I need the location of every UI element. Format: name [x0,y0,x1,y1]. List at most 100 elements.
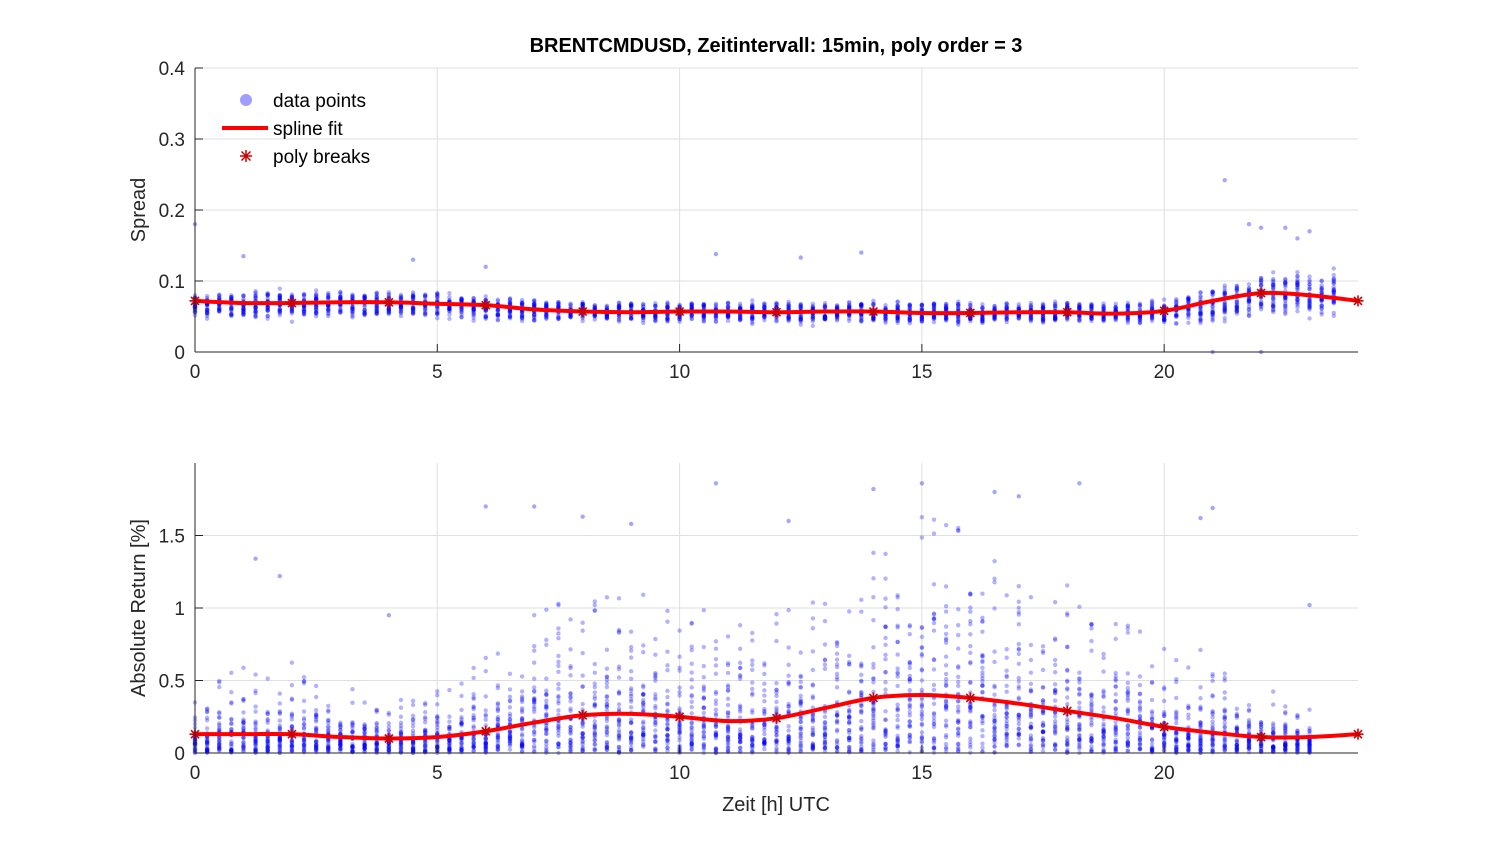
data-point [653,728,657,732]
data-point [423,293,427,297]
data-point [811,317,815,321]
data-point [241,726,245,730]
data-point [496,297,500,301]
data-point [253,289,257,293]
data-point [544,317,548,321]
data-point [774,706,778,710]
data-point [702,706,706,710]
data-point [811,324,815,328]
data-point [702,675,706,679]
data-point [241,736,245,740]
data-point [823,642,827,646]
data-point [895,739,899,743]
data-point [435,702,439,706]
data-point [350,744,354,748]
data-point [217,710,221,714]
data-point [508,718,512,722]
data-point [205,726,209,730]
data-point [326,709,330,713]
data-point [593,608,597,612]
data-point [556,602,560,606]
data-point [677,693,681,697]
data-point [738,740,742,744]
data-point [653,723,657,727]
data-point [726,661,730,665]
data-point [544,693,548,697]
data-point [532,690,536,694]
data-point [544,302,548,306]
poly-break-marker [1062,307,1073,318]
data-point [302,312,306,316]
x-tick-label: 10 [669,362,690,383]
data-point [641,734,645,738]
data-point [774,318,778,322]
data-point [968,605,972,609]
data-point [895,684,899,688]
data-point [387,728,391,732]
data-point [677,628,681,632]
data-point [859,609,863,613]
data-point [932,722,936,726]
data-point [520,710,524,714]
legend-label-poly-breaks: poly breaks [273,147,370,168]
data-point [471,724,475,728]
data-point [1053,306,1057,310]
data-point [459,708,463,712]
data-point [1319,290,1323,294]
data-point [835,685,839,689]
data-point [314,727,318,731]
data-point [205,739,209,743]
data-point [968,745,972,749]
data-point [1235,305,1239,309]
data-point [883,680,887,684]
data-point [665,738,669,742]
data-point [920,712,924,716]
data-point [811,726,815,730]
data-point [532,648,536,652]
data-point [835,652,839,656]
data-point [799,315,803,319]
data-point [968,661,972,665]
data-point [1186,295,1190,299]
data-point [908,624,912,628]
data-point [314,708,318,712]
data-point [726,683,730,687]
data-point [556,687,560,691]
data-point [556,315,560,319]
data-point [968,736,972,740]
data-point [241,666,245,670]
data-point [411,699,415,703]
data-point [278,742,282,746]
data-point [205,718,209,722]
data-point [290,660,294,664]
data-point [1259,305,1263,309]
data-point [362,310,366,314]
data-point [326,295,330,299]
data-point [883,718,887,722]
data-point [1198,321,1202,325]
data-point [1210,318,1214,322]
data-point [944,704,948,708]
data-point [544,676,548,680]
data-point [702,735,706,739]
data-point [459,746,463,750]
data-point [520,689,524,693]
data-point [302,699,306,703]
data-point [835,742,839,746]
data-point [871,595,875,599]
data-point [1295,305,1299,309]
data-point [932,612,936,616]
data-point [811,694,815,698]
data-point [580,651,584,655]
data-point [895,666,899,670]
data-point [544,739,548,743]
data-point [496,318,500,322]
data-point [314,738,318,742]
data-point [689,670,693,674]
data-point [326,721,330,725]
data-point [774,740,778,744]
data-point [205,743,209,747]
y-tick-label: 0.2 [159,201,185,222]
